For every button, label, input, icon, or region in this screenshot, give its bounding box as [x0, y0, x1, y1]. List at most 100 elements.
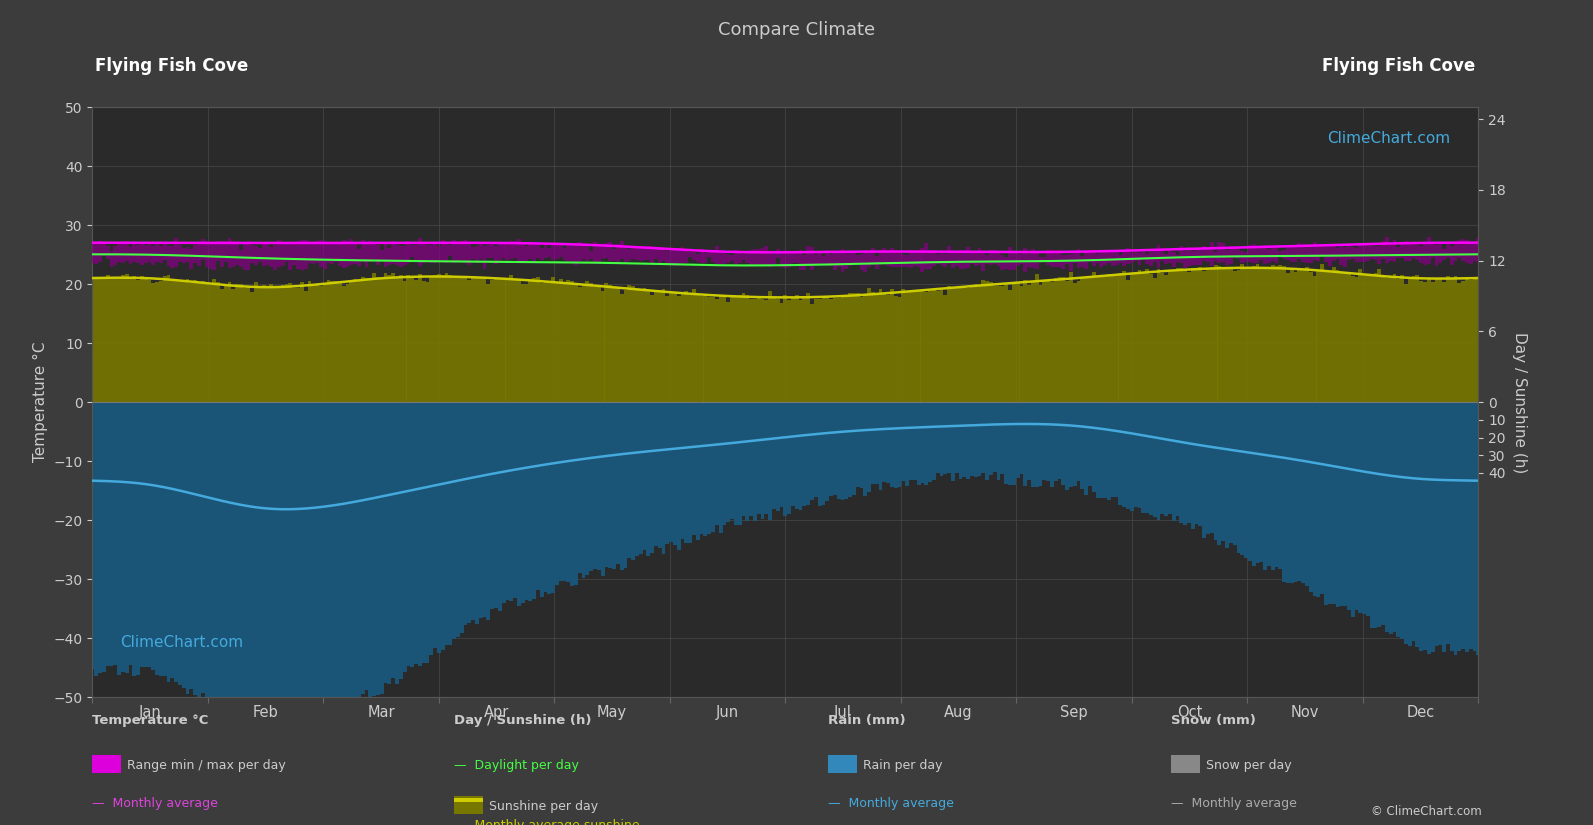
- Bar: [1184, 403, 1187, 525]
- Bar: [932, 250, 935, 266]
- Bar: [726, 403, 730, 522]
- Bar: [597, 403, 601, 570]
- Bar: [913, 292, 916, 403]
- Bar: [360, 277, 365, 403]
- Bar: [529, 242, 532, 259]
- Bar: [691, 252, 696, 260]
- Bar: [494, 403, 499, 608]
- Bar: [666, 296, 669, 403]
- Bar: [1335, 271, 1340, 403]
- Bar: [707, 297, 710, 403]
- Bar: [863, 403, 867, 496]
- Bar: [521, 284, 524, 403]
- Bar: [604, 283, 609, 403]
- Bar: [1187, 403, 1192, 523]
- Bar: [307, 281, 311, 403]
- Bar: [1012, 253, 1016, 270]
- Bar: [170, 246, 174, 268]
- Bar: [342, 285, 346, 403]
- Bar: [1282, 266, 1286, 403]
- Bar: [776, 249, 779, 258]
- Bar: [124, 403, 129, 673]
- Bar: [661, 289, 666, 403]
- Text: —  Monthly average: — Monthly average: [1171, 797, 1297, 810]
- Text: Compare Climate: Compare Climate: [718, 21, 875, 39]
- Bar: [1077, 249, 1080, 268]
- Bar: [951, 286, 954, 403]
- Bar: [1438, 403, 1442, 644]
- Bar: [609, 403, 612, 568]
- Bar: [867, 403, 871, 492]
- Bar: [1088, 403, 1091, 486]
- Bar: [513, 403, 518, 598]
- Bar: [148, 403, 151, 667]
- Bar: [1324, 246, 1329, 262]
- Bar: [1168, 249, 1172, 263]
- Bar: [951, 403, 954, 481]
- Bar: [1172, 271, 1176, 403]
- Bar: [726, 302, 730, 403]
- Bar: [1286, 273, 1290, 403]
- Bar: [288, 243, 292, 270]
- Bar: [1222, 403, 1225, 540]
- Bar: [186, 279, 190, 403]
- Bar: [1012, 284, 1016, 403]
- Bar: [803, 297, 806, 403]
- Bar: [1384, 403, 1389, 632]
- Bar: [841, 403, 844, 500]
- Bar: [910, 250, 913, 268]
- Bar: [1214, 403, 1217, 540]
- Bar: [521, 403, 524, 603]
- Bar: [529, 279, 532, 403]
- Bar: [255, 246, 258, 265]
- Bar: [315, 241, 319, 262]
- Bar: [1477, 238, 1480, 262]
- Text: Snow (mm): Snow (mm): [1171, 714, 1255, 727]
- Bar: [932, 290, 935, 403]
- Bar: [1141, 273, 1145, 403]
- Bar: [198, 243, 201, 266]
- Bar: [460, 403, 464, 633]
- Bar: [935, 403, 940, 474]
- Bar: [102, 403, 105, 672]
- Bar: [1305, 403, 1309, 586]
- Bar: [448, 403, 452, 645]
- Bar: [1282, 403, 1286, 582]
- Bar: [669, 293, 674, 403]
- Bar: [570, 246, 573, 261]
- Bar: [1370, 246, 1373, 260]
- Bar: [349, 403, 354, 696]
- Bar: [1058, 250, 1061, 266]
- Bar: [441, 275, 444, 403]
- Bar: [1061, 255, 1066, 269]
- Bar: [1252, 403, 1255, 566]
- Bar: [825, 403, 828, 501]
- Bar: [1477, 278, 1480, 403]
- Bar: [844, 251, 847, 269]
- Bar: [204, 403, 209, 702]
- Bar: [1255, 264, 1260, 403]
- Bar: [631, 286, 636, 403]
- Bar: [1241, 251, 1244, 263]
- Bar: [962, 286, 967, 403]
- Bar: [779, 304, 784, 403]
- Bar: [685, 250, 688, 262]
- Bar: [1324, 403, 1329, 605]
- Bar: [916, 250, 921, 267]
- Bar: [239, 403, 242, 719]
- Bar: [1419, 280, 1423, 403]
- Bar: [228, 403, 231, 710]
- Bar: [573, 403, 578, 585]
- Bar: [677, 248, 680, 263]
- Bar: [1184, 251, 1187, 267]
- Bar: [1077, 403, 1080, 481]
- Bar: [1126, 248, 1129, 264]
- Bar: [943, 254, 948, 266]
- Bar: [274, 288, 277, 403]
- Bar: [411, 403, 414, 667]
- Bar: [913, 252, 916, 266]
- Bar: [193, 244, 198, 263]
- Bar: [623, 403, 628, 568]
- Bar: [1453, 276, 1458, 403]
- Bar: [1438, 279, 1442, 403]
